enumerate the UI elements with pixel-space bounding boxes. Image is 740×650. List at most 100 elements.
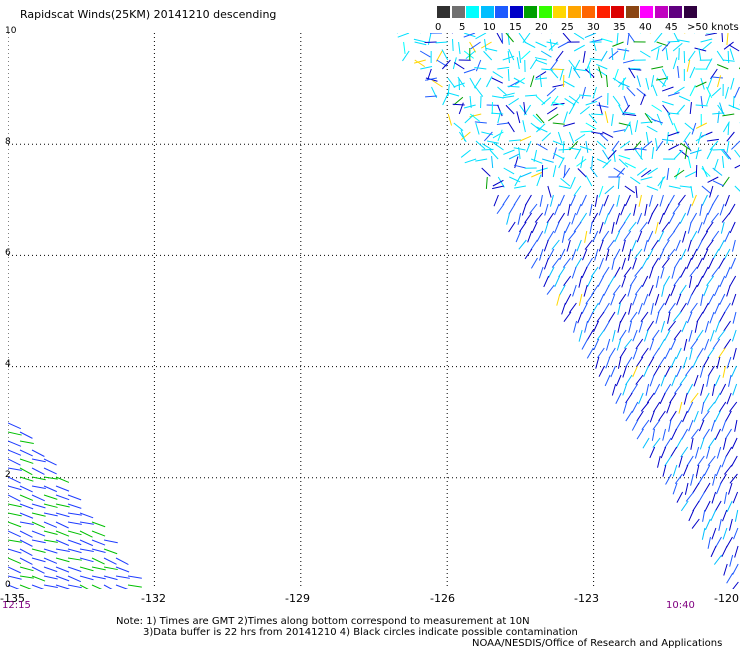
wind-barb [706,93,711,106]
wind-barb [574,133,586,142]
wind-barb [690,185,694,198]
wind-barb [31,539,46,544]
wind-barb [592,86,597,99]
wind-barb [717,329,726,340]
wind-barb [701,167,711,177]
wind-barb [522,120,526,133]
wind-barb [611,221,615,234]
wind-barb [623,48,627,61]
wind-barb [690,473,694,486]
wind-barb [712,248,720,260]
wind-barb [652,84,658,97]
wind-barb [584,230,588,243]
wind-barb [115,584,129,589]
wind-barb [19,521,34,526]
wind-barb [572,284,577,297]
wind-barb [598,293,605,306]
wind-barb [615,392,622,404]
wind-barb [605,248,610,261]
wind-barb [525,94,538,97]
wind-barb [656,77,668,81]
wind-barb [19,566,34,572]
wind-barb [712,180,725,187]
wind-barb [441,59,451,70]
wind-barb [403,41,406,54]
wind-barb [709,185,714,198]
wind-barb [647,230,654,243]
wind-barb [67,503,82,509]
wind-barb [673,33,680,43]
wind-barb [715,464,722,477]
wind-barb [594,194,598,207]
wind-barb [618,293,627,305]
wind-barb [627,33,635,43]
wind-barb [492,131,504,139]
wind-barb [662,138,675,142]
colorbar-swatch [654,6,668,18]
wind-barb [700,383,705,396]
wind-barb [731,239,736,252]
wind-barb [598,66,603,79]
wind-barb [657,176,666,187]
wind-barb [671,266,676,279]
wind-barb [726,131,735,142]
wind-barb [507,85,520,88]
wind-barb [573,44,585,52]
wind-barb [8,548,22,554]
wind-barb [685,365,693,377]
wind-barb [710,509,717,522]
wind-barb [726,536,733,548]
wind-barb [701,401,705,414]
wind-barb [558,157,565,169]
wind-barb [640,347,649,359]
wind-barb [722,365,726,378]
wind-barb [646,185,659,191]
wind-barb [601,230,610,242]
wind-barb [520,171,532,178]
y-tick-label: 6 [5,248,11,258]
wind-barb [722,509,728,522]
wind-barb [658,248,665,261]
wind-barb [691,248,698,260]
wind-barb [480,95,482,109]
wind-barb [704,518,711,531]
wind-barb [702,248,709,261]
wind-barb [555,50,564,61]
wind-barb [672,42,683,52]
wind-barb [688,275,693,288]
wind-barb [706,446,711,459]
wind-barb [598,132,609,142]
wind-barb [79,521,94,525]
wind-barb [573,185,582,197]
wind-barb [656,48,660,61]
wind-barb [702,41,712,51]
wind-barb [722,113,735,117]
wind-barb [91,548,106,553]
wind-barb [103,584,113,589]
wind-barb [534,57,547,61]
wind-barb [621,239,626,252]
wind-barb [667,248,676,259]
wind-barb [729,473,738,484]
wind-barb [502,95,515,99]
wind-barb [522,33,531,43]
wind-barb [678,455,683,468]
wind-barb [624,194,631,207]
wind-barb [414,59,426,64]
wind-barb [563,164,566,178]
wind-barb [580,194,587,207]
wind-barb [716,482,722,495]
wind-barb [79,566,94,572]
wind-barb [55,575,70,582]
wind-barb [667,92,680,97]
wind-barb [721,156,725,169]
wind-barb [572,67,581,79]
wind-barb [515,230,522,243]
wind-barb [463,33,476,38]
wind-barb [690,302,698,314]
wind-barb [610,293,616,306]
wind-barb [728,104,740,111]
wind-barb [91,566,106,571]
wind-barb [668,419,672,432]
wind-barb [596,68,607,77]
